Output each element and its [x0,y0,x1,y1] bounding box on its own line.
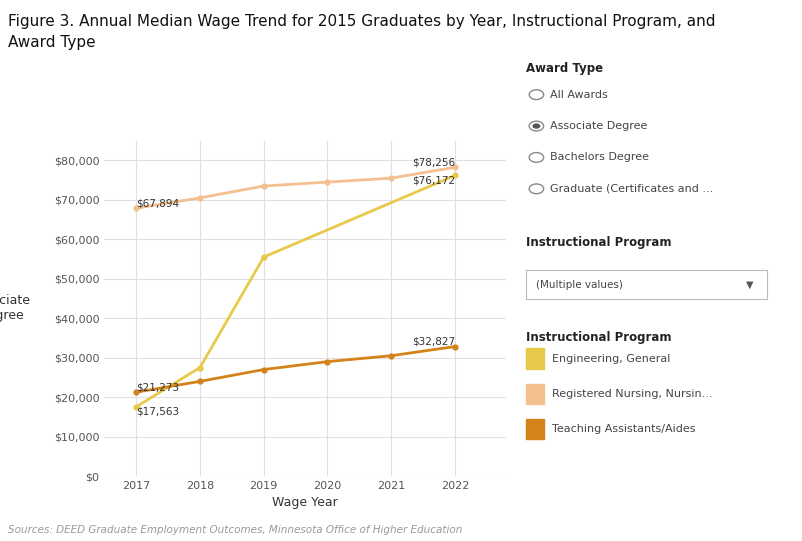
Text: $17,563: $17,563 [136,407,179,417]
Text: $78,256: $78,256 [411,157,455,167]
Text: Figure 3. Annual Median Wage Trend for 2015 Graduates by Year, Instructional Pro: Figure 3. Annual Median Wage Trend for 2… [8,14,715,29]
Text: Award Type: Award Type [525,62,602,75]
Text: $32,827: $32,827 [411,337,455,347]
Text: Award Type: Award Type [8,35,95,50]
X-axis label: Wage Year: Wage Year [272,497,338,510]
Y-axis label: Associate
Degree: Associate Degree [0,294,31,322]
Text: Engineering, General: Engineering, General [551,354,669,364]
Text: Instructional Program: Instructional Program [525,236,670,249]
Text: Registered Nursing, Nursin...: Registered Nursing, Nursin... [551,389,711,399]
Text: Instructional Program: Instructional Program [525,331,670,344]
Text: All Awards: All Awards [549,90,607,100]
Text: Bachelors Degree: Bachelors Degree [549,153,648,162]
Text: $76,172: $76,172 [411,175,455,186]
Text: $21,273: $21,273 [136,382,179,392]
Text: $67,894: $67,894 [136,198,179,208]
Text: Graduate (Certificates and ...: Graduate (Certificates and ... [549,184,712,194]
Text: ▼: ▼ [745,280,753,289]
Text: Associate Degree: Associate Degree [549,121,646,131]
Text: (Multiple values): (Multiple values) [535,280,622,289]
Text: Teaching Assistants/Aides: Teaching Assistants/Aides [551,424,695,434]
Text: Sources: DEED Graduate Employment Outcomes, Minnesota Office of Higher Education: Sources: DEED Graduate Employment Outcom… [8,525,462,535]
